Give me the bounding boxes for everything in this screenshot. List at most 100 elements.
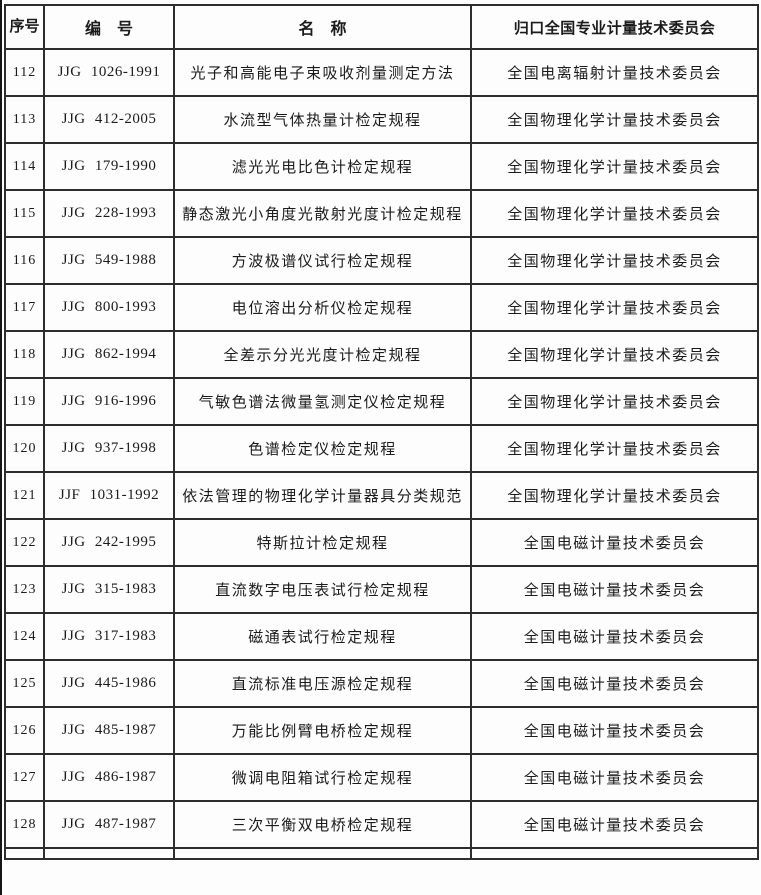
header-name: 名 称 (173, 4, 472, 50)
partial-code-cell (43, 847, 175, 860)
code-cell: JJG 916-1996 (43, 377, 175, 426)
name-cell: 滤光光电比色计检定规程 (173, 142, 472, 191)
seq-cell: 117 (4, 283, 45, 332)
code-cell: JJG 228-1993 (43, 189, 175, 238)
code-cell: JJG 315-1983 (43, 565, 175, 614)
seq-cell: 114 (4, 142, 45, 191)
committee-cell: 全国物理化学计量技术委员会 (470, 236, 759, 285)
code-cell: JJG 549-1988 (43, 236, 175, 285)
name-cell: 水流型气体热量计检定规程 (173, 95, 472, 144)
name-cell: 气敏色谱法微量氢测定仪检定规程 (173, 377, 472, 426)
committee-cell: 全国物理化学计量技术委员会 (470, 283, 759, 332)
name-cell: 直流标准电压源检定规程 (173, 659, 472, 708)
seq-cell: 127 (4, 753, 45, 802)
table-row: 125 JJG 445-1986 直流标准电压源检定规程 全国电磁计量技术委员会 (4, 659, 759, 708)
seq-cell: 113 (4, 95, 45, 144)
committee-cell: 全国物理化学计量技术委员会 (470, 377, 759, 426)
table-row: 120 JJG 937-1998 色谱检定仪检定规程 全国物理化学计量技术委员会 (4, 424, 759, 473)
seq-cell: 128 (4, 800, 45, 849)
seq-cell: 123 (4, 565, 45, 614)
code-cell: JJG 179-1990 (43, 142, 175, 191)
table-row: 128 JJG 487-1987 三次平衡双电桥检定规程 全国电磁计量技术委员会 (4, 800, 759, 849)
code-cell: JJF 1031-1992 (43, 471, 175, 520)
table-row: 121 JJF 1031-1992 依法管理的物理化学计量器具分类规范 全国物理… (4, 471, 759, 520)
committee-cell: 全国电磁计量技术委员会 (470, 518, 759, 567)
table-partial-row-cutoff (4, 847, 759, 860)
name-cell: 方波极谱仪试行检定规程 (173, 236, 472, 285)
table-body: 112 JJG 1026-1991 光子和高能电子束吸收剂量测定方法 全国电离辐… (4, 48, 759, 849)
code-cell: JJG 937-1998 (43, 424, 175, 473)
partial-row (4, 847, 759, 860)
committee-cell: 全国物理化学计量技术委员会 (470, 189, 759, 238)
header-seq: 序号 (4, 4, 45, 50)
table-row: 112 JJG 1026-1991 光子和高能电子束吸收剂量测定方法 全国电离辐… (4, 48, 759, 97)
table-row: 122 JJG 242-1995 特斯拉计检定规程 全国电磁计量技术委员会 (4, 518, 759, 567)
table-row: 127 JJG 486-1987 微调电阻箱试行检定规程 全国电磁计量技术委员会 (4, 753, 759, 802)
seq-cell: 118 (4, 330, 45, 379)
seq-cell: 121 (4, 471, 45, 520)
code-cell: JJG 242-1995 (43, 518, 175, 567)
table-row: 119 JJG 916-1996 气敏色谱法微量氢测定仪检定规程 全国物理化学计… (4, 377, 759, 426)
seq-cell: 116 (4, 236, 45, 285)
table-row: 126 JJG 485-1987 万能比例臂电桥检定规程 全国电磁计量技术委员会 (4, 706, 759, 755)
committee-cell: 全国电磁计量技术委员会 (470, 659, 759, 708)
name-cell: 特斯拉计检定规程 (173, 518, 472, 567)
code-cell: JJG 412-2005 (43, 95, 175, 144)
partial-seq-cell (4, 847, 45, 860)
committee-cell: 全国电磁计量技术委员会 (470, 706, 759, 755)
table-row: 123 JJG 315-1983 直流数字电压表试行检定规程 全国电磁计量技术委… (4, 565, 759, 614)
code-cell: JJG 1026-1991 (43, 48, 175, 97)
name-cell: 磁通表试行检定规程 (173, 612, 472, 661)
name-cell: 微调电阻箱试行检定规程 (173, 753, 472, 802)
name-cell: 全差示分光光度计检定规程 (173, 330, 472, 379)
seq-cell: 124 (4, 612, 45, 661)
scan-edge-artifact (0, 0, 2, 895)
committee-cell: 全国电磁计量技术委员会 (470, 753, 759, 802)
code-cell: JJG 445-1986 (43, 659, 175, 708)
committee-cell: 全国物理化学计量技术委员会 (470, 471, 759, 520)
code-cell: JJG 862-1994 (43, 330, 175, 379)
committee-cell: 全国电磁计量技术委员会 (470, 612, 759, 661)
name-cell: 依法管理的物理化学计量器具分类规范 (173, 471, 472, 520)
code-cell: JJG 485-1987 (43, 706, 175, 755)
code-cell: JJG 486-1987 (43, 753, 175, 802)
seq-cell: 125 (4, 659, 45, 708)
committee-cell: 全国物理化学计量技术委员会 (470, 424, 759, 473)
seq-cell: 122 (4, 518, 45, 567)
committee-cell: 全国物理化学计量技术委员会 (470, 142, 759, 191)
seq-cell: 119 (4, 377, 45, 426)
committee-cell: 全国电磁计量技术委员会 (470, 800, 759, 849)
committee-cell: 全国物理化学计量技术委员会 (470, 95, 759, 144)
name-cell: 静态激光小角度光散射光度计检定规程 (173, 189, 472, 238)
committee-cell: 全国电磁计量技术委员会 (470, 565, 759, 614)
seq-cell: 120 (4, 424, 45, 473)
seq-cell: 112 (4, 48, 45, 97)
table-row: 113 JJG 412-2005 水流型气体热量计检定规程 全国物理化学计量技术… (4, 95, 759, 144)
table-row: 116 JJG 549-1988 方波极谱仪试行检定规程 全国物理化学计量技术委… (4, 236, 759, 285)
table-row: 117 JJG 800-1993 电位溶出分析仪检定规程 全国物理化学计量技术委… (4, 283, 759, 332)
metrology-regulations-table: 序号 编 号 名 称 归口全国专业计量技术委员会 112 JJG 1026-19… (4, 4, 759, 860)
table-row: 118 JJG 862-1994 全差示分光光度计检定规程 全国物理化学计量技术… (4, 330, 759, 379)
name-cell: 色谱检定仪检定规程 (173, 424, 472, 473)
table-row: 124 JJG 317-1983 磁通表试行检定规程 全国电磁计量技术委员会 (4, 612, 759, 661)
name-cell: 电位溶出分析仪检定规程 (173, 283, 472, 332)
table-row: 114 JJG 179-1990 滤光光电比色计检定规程 全国物理化学计量技术委… (4, 142, 759, 191)
partial-committee-cell (470, 847, 759, 860)
seq-cell: 115 (4, 189, 45, 238)
name-cell: 万能比例臂电桥检定规程 (173, 706, 472, 755)
seq-cell: 126 (4, 706, 45, 755)
name-cell: 三次平衡双电桥检定规程 (173, 800, 472, 849)
header-committee: 归口全国专业计量技术委员会 (470, 4, 759, 50)
table-row: 115 JJG 228-1993 静态激光小角度光散射光度计检定规程 全国物理化… (4, 189, 759, 238)
committee-cell: 全国物理化学计量技术委员会 (470, 330, 759, 379)
table-header-row: 序号 编 号 名 称 归口全国专业计量技术委员会 (4, 4, 759, 50)
committee-cell: 全国电离辐射计量技术委员会 (470, 48, 759, 97)
name-cell: 直流数字电压表试行检定规程 (173, 565, 472, 614)
code-cell: JJG 487-1987 (43, 800, 175, 849)
code-cell: JJG 317-1983 (43, 612, 175, 661)
name-cell: 光子和高能电子束吸收剂量测定方法 (173, 48, 472, 97)
code-cell: JJG 800-1993 (43, 283, 175, 332)
header-code: 编 号 (43, 4, 175, 50)
partial-name-cell (173, 847, 472, 860)
